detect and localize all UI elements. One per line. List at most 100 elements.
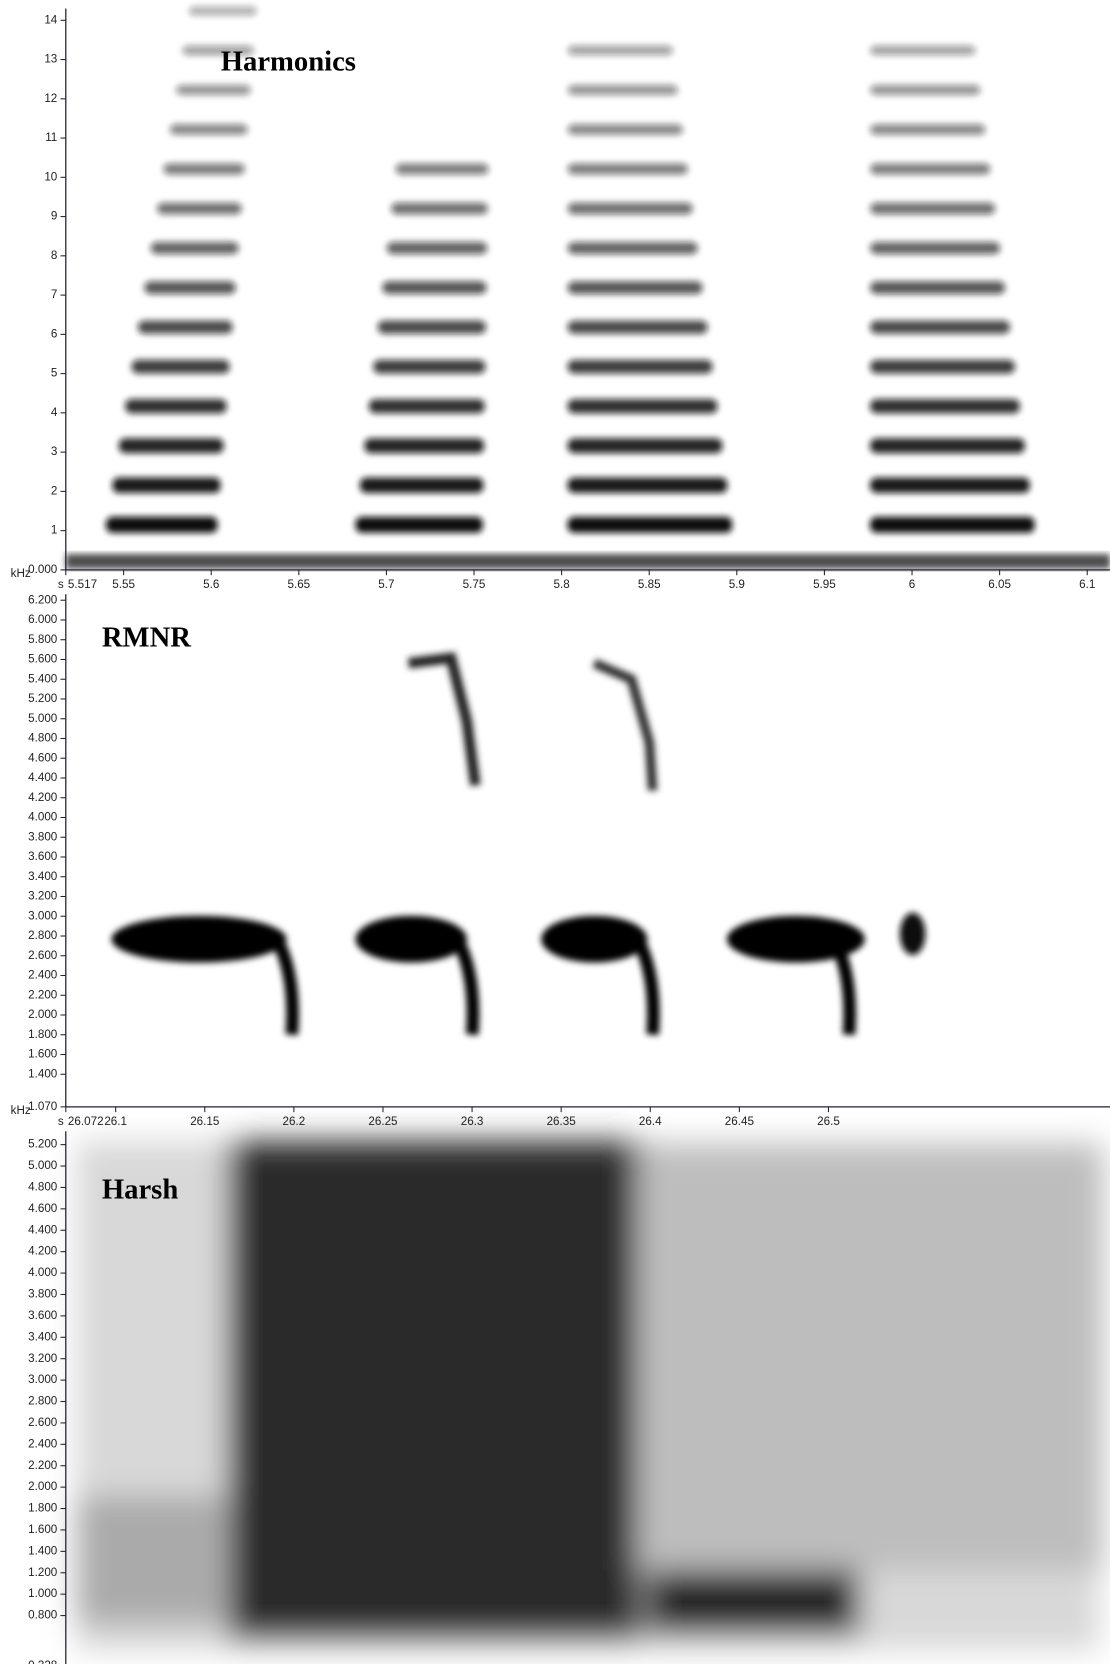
harmonic-band <box>567 281 703 294</box>
y-tick-label: 3.000 <box>28 1373 58 1386</box>
harmonic-band <box>567 516 733 533</box>
y-tick-label: 2.200 <box>28 1459 58 1472</box>
x-tick-label: 5.6 <box>203 578 219 591</box>
y-tick-label: 3.200 <box>28 890 58 903</box>
x-tick-label: 5.517 <box>68 578 97 591</box>
y-tick-label: 3.600 <box>28 850 58 863</box>
x-tick-label: 26.35 <box>547 1115 576 1128</box>
y-tick-label: 4.600 <box>28 1202 58 1215</box>
call-body <box>541 915 648 963</box>
harmonic-band <box>567 399 718 414</box>
harmonic-band <box>188 6 257 16</box>
call-hook <box>271 936 299 1036</box>
harmonic-band <box>157 202 242 215</box>
harmonic-band <box>870 45 976 56</box>
upper-trace <box>407 652 481 787</box>
harmonic-band <box>567 477 728 493</box>
x-tick-label: 26.25 <box>368 1115 397 1128</box>
y-tick-label: 8 <box>51 249 57 262</box>
call-blob <box>899 912 926 956</box>
y-tick-label: 0.000 <box>28 563 58 576</box>
y-tick-label: 4 <box>51 406 58 419</box>
x-tick-label: 26.2 <box>283 1115 306 1128</box>
y-tick-label: 4.000 <box>28 1266 58 1279</box>
harmonic-band <box>567 163 688 175</box>
x-tick-label: 5.95 <box>813 578 836 591</box>
x-tick-label: 6.1 <box>1079 578 1095 591</box>
x-tick-label: 26.4 <box>639 1115 662 1128</box>
y-tick-label: 3.000 <box>28 909 58 922</box>
harmonic-band <box>870 84 981 96</box>
harmonic-band <box>368 399 485 414</box>
harmonic-stacks <box>106 6 1035 533</box>
upper-trace <box>592 658 658 791</box>
x-tick-label: 6 <box>909 578 915 591</box>
y-tick-label: 1.000 <box>28 1587 58 1600</box>
call-hook <box>632 936 660 1036</box>
x-tick-label: 5.75 <box>463 578 486 591</box>
y-tick-label: 12 <box>44 92 57 105</box>
y-tick-label: 10 <box>44 170 57 183</box>
x-tick-label: 26.15 <box>190 1115 219 1128</box>
y-tick-label: 1.800 <box>28 1502 58 1515</box>
call-hook <box>828 936 857 1036</box>
harmonic-band <box>386 241 488 255</box>
y-tick-label: 2.000 <box>28 1008 58 1021</box>
y-tick-label: 5.800 <box>28 633 58 646</box>
harsh-noise <box>76 1140 1104 1651</box>
noise-tail <box>636 1146 1104 1571</box>
harmonic-band <box>567 241 698 255</box>
y-unit-label: kHz <box>11 567 31 580</box>
y-tick-label: 2.800 <box>28 1395 58 1408</box>
call-body <box>726 915 865 963</box>
call-body <box>111 915 287 963</box>
y-tick-label: 1.800 <box>28 1028 58 1041</box>
harmonic-band <box>870 320 1010 334</box>
harmonic-band <box>567 124 683 135</box>
y-tick-label: 5.600 <box>28 653 58 666</box>
panel-title: Harmonics <box>221 45 356 77</box>
y-tick-label: 5.000 <box>28 1159 58 1172</box>
y-tick-label: 7 <box>51 288 57 301</box>
y-tick-label: 6.000 <box>28 613 58 626</box>
harmonic-band <box>870 516 1035 533</box>
x-tick-label: 26.45 <box>725 1115 754 1128</box>
noise-body <box>228 1140 643 1640</box>
x-tick-label: 26.3 <box>461 1115 484 1128</box>
y-tick-label: 4.600 <box>28 751 58 764</box>
x-tick-label: 26.5 <box>817 1115 840 1128</box>
y-tick-label: 4.200 <box>28 791 58 804</box>
x-tick-label: 26.072 <box>68 1115 104 1128</box>
y-tick-label: 1.600 <box>28 1523 58 1536</box>
y-tick-label: 13 <box>44 53 57 66</box>
spectrogram-textures <box>65 6 1110 1651</box>
x-unit-label: s <box>58 1115 64 1128</box>
harmonic-band <box>870 399 1020 414</box>
y-tick-label: 2.400 <box>28 969 58 982</box>
x-tick-label: 5.55 <box>112 578 135 591</box>
y-tick-label: 2.600 <box>28 949 58 962</box>
x-tick-label: 5.65 <box>287 578 310 591</box>
y-tick-label: 1.200 <box>28 1566 58 1579</box>
y-tick-label: 3.200 <box>28 1352 58 1365</box>
x-unit-label: s <box>58 578 64 591</box>
y-tick-label: 2 <box>51 484 57 497</box>
y-tick-label: 4.200 <box>28 1245 58 1258</box>
noise-left <box>76 1496 225 1624</box>
y-tick-label: 5.000 <box>28 712 58 725</box>
y-tick-label: 4.400 <box>28 771 58 784</box>
harmonic-band <box>870 359 1015 374</box>
y-tick-label: 1 <box>51 524 57 537</box>
x-tick-label: 5.7 <box>378 578 394 591</box>
y-tick-label: 2.200 <box>28 988 58 1001</box>
harmonic-band <box>870 281 1006 294</box>
harmonic-band <box>391 202 488 215</box>
harmonic-band <box>870 124 986 135</box>
y-tick-label: 6.200 <box>28 593 58 606</box>
y-tick-label: 4.000 <box>28 811 58 824</box>
harmonic-band <box>364 438 485 454</box>
harmonic-band <box>870 241 1001 255</box>
